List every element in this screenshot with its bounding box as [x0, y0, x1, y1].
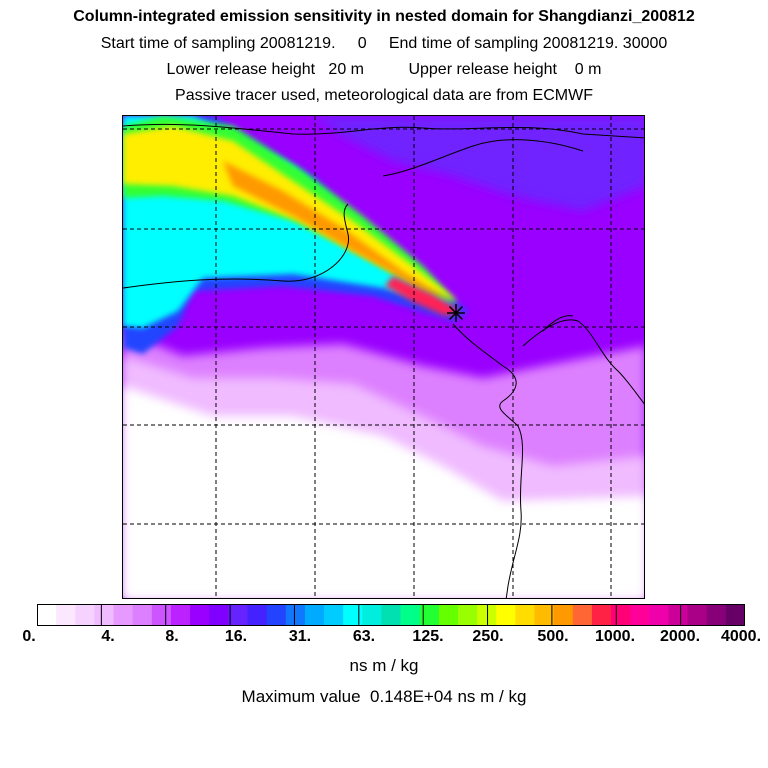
colorbar-tick-label: 63.: [352, 628, 376, 645]
sampling-time-line: Start time of sampling 20081219. 0 End t…: [100, 35, 668, 52]
colorbar-segment: [572, 604, 593, 626]
colorbar-segment: [266, 604, 287, 626]
colorbar-segment: [324, 604, 344, 626]
colorbar-tick-label: 125.: [412, 628, 444, 645]
south-white-region: [123, 386, 644, 598]
colorbar-tick-label: 0.: [22, 628, 36, 645]
red-core: [385, 276, 461, 316]
colorbar-segment: [132, 604, 153, 626]
colorbar-segment: [343, 604, 363, 626]
colorbar-tick-label: 250.: [472, 628, 504, 645]
colorbar-tick-label: 500.: [537, 628, 569, 645]
colorbar-segment: [534, 604, 555, 626]
colorbar-segment: [37, 604, 57, 626]
colorbar-segment: [438, 604, 459, 626]
colorbar-tick-label: 4000.: [720, 628, 762, 645]
colorbar-segment: [668, 604, 689, 626]
map-canvas: [123, 116, 644, 598]
colorbar-segment: [56, 604, 76, 626]
colorbar-segment: [151, 604, 172, 626]
colorbar-segment: [362, 604, 382, 626]
coastline: [452, 323, 524, 598]
colorbar-segment: [419, 604, 440, 626]
colorbar-segment: [457, 604, 478, 626]
orange-core: [223, 161, 455, 304]
colorbar-border: [37, 604, 745, 626]
colorbar-segment: [630, 604, 650, 626]
colorbar-segment: [113, 604, 134, 626]
colorbar-segment: [611, 604, 631, 626]
release-height-line: Lower release height 20 m Upper release …: [166, 61, 602, 78]
colorbar-unit: ns m / kg: [349, 656, 419, 675]
colorbar-canvas: [37, 604, 745, 626]
colorbar-segment: [285, 604, 306, 626]
colorbar-segment: [725, 604, 745, 626]
colorbar-segment: [75, 604, 95, 626]
colorbar-tick-label: 8.: [165, 628, 179, 645]
colorbar-segment: [687, 604, 708, 626]
colorbar-segment: [553, 604, 574, 626]
colorbar-segment: [706, 604, 727, 626]
colorbar-segment: [515, 604, 536, 626]
colorbar-segment: [381, 604, 402, 626]
colorbar-segment: [591, 604, 612, 626]
sensitivity-map: [122, 115, 645, 599]
colorbar-segment: [247, 604, 268, 626]
colorbar-segment: [649, 604, 669, 626]
figure-title: Column-integrated emission sensitivity i…: [73, 8, 695, 25]
star-icon: [447, 304, 465, 322]
maximum-value: Maximum value 0.148E+04 ns m / kg: [241, 687, 527, 706]
colorbar-segment: [304, 604, 325, 626]
colorbar-tick-label: 31.: [288, 628, 312, 645]
colorbar: [37, 604, 745, 626]
colorbar-tick-label: 4.: [101, 628, 115, 645]
border-line: [123, 203, 350, 289]
north-blue-region: [313, 116, 644, 211]
colorbar-tick-label: 16.: [224, 628, 248, 645]
border-line: [382, 139, 584, 177]
border-line: [123, 123, 644, 139]
colorbar-tick-label: 1000.: [594, 628, 636, 645]
coastline: [542, 315, 574, 332]
colorbar-segment: [170, 604, 191, 626]
tracer-info-line: Passive tracer used, meteorological data…: [175, 87, 593, 104]
colorbar-segment: [228, 604, 248, 626]
colorbar-segment: [190, 604, 210, 626]
colorbar-segment: [477, 604, 497, 626]
colorbar-segment: [496, 604, 516, 626]
colorbar-segment: [400, 604, 421, 626]
colorbar-segment: [94, 604, 115, 626]
grid-lines: [123, 116, 644, 598]
coastline: [522, 319, 644, 405]
colorbar-tick-label: 2000.: [659, 628, 701, 645]
colorbar-segment: [209, 604, 229, 626]
